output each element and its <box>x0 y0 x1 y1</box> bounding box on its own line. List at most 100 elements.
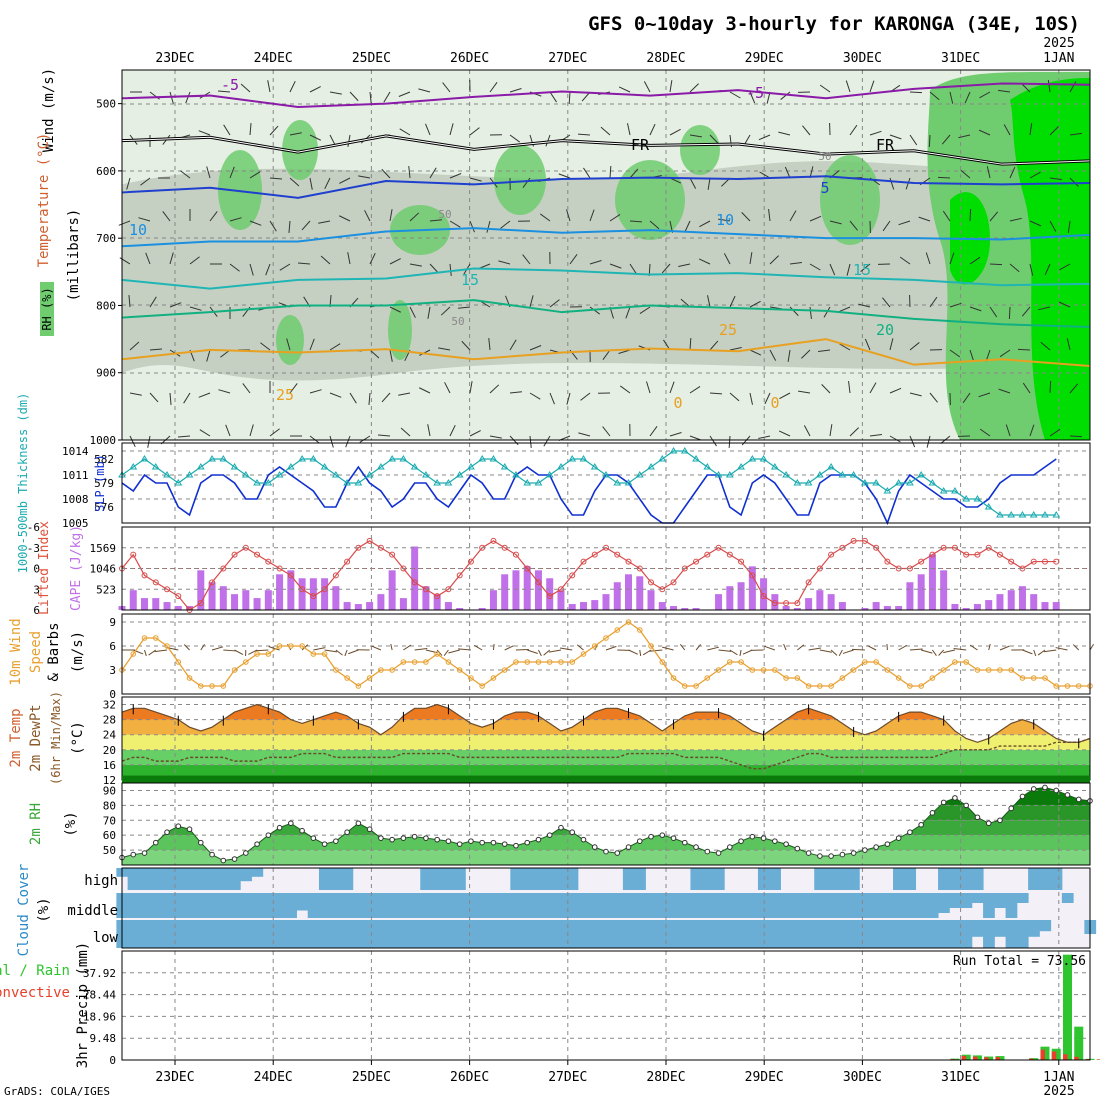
cloud-bar-low <box>1028 920 1040 937</box>
wind-barb <box>444 382 451 394</box>
slp-marker <box>196 463 205 470</box>
slp-marker <box>804 479 813 486</box>
wind-barb <box>689 83 699 93</box>
slp-marker <box>590 463 599 470</box>
ytick-label: 900 <box>96 367 116 380</box>
wind-barb <box>449 424 456 437</box>
temp-band <box>122 749 1090 765</box>
wind-speed-marker <box>1008 667 1015 673</box>
slp-marker <box>613 479 622 486</box>
cloud-bar-middle <box>712 893 725 918</box>
cloud-bar-low <box>611 920 624 948</box>
cloud-bar-high <box>1039 868 1052 890</box>
cloud-bar-high <box>217 868 230 890</box>
wind-barb-10m <box>1037 649 1046 656</box>
rh-marker <box>310 835 317 841</box>
slp-marker <box>579 455 588 462</box>
wind-speed-marker <box>952 659 958 665</box>
wind-barb <box>978 392 991 398</box>
wind-barb-10m <box>797 644 805 651</box>
rh-marker <box>895 835 902 841</box>
wind-speed-marker <box>873 659 879 665</box>
wind-barb <box>689 435 702 441</box>
wind-barb-10m <box>515 648 529 651</box>
wind-barb <box>489 435 502 439</box>
cloud-bar-low <box>577 920 590 948</box>
cape-bar <box>501 574 509 610</box>
wind-barb <box>1029 263 1034 276</box>
wind-barb <box>269 428 280 437</box>
ylabel-wind10m-a: 10m Wind <box>8 618 24 685</box>
cape-bar <box>917 574 925 610</box>
cloud-bar-low <box>802 920 815 948</box>
wind-barb <box>442 82 451 93</box>
series-temperature <box>121 703 1091 743</box>
rh-marker <box>760 835 767 841</box>
contour-label: 10 <box>716 211 734 229</box>
rh-marker <box>434 836 440 843</box>
wind-barb <box>669 381 675 394</box>
wind-speed-marker <box>940 667 947 673</box>
rh-marker <box>186 826 193 833</box>
wind-barb <box>189 306 202 311</box>
ytick-label: 0 <box>109 688 116 701</box>
cloud-bar-low <box>971 920 984 937</box>
slp-marker <box>455 471 464 478</box>
cape-bar <box>613 582 621 610</box>
wind-barb <box>787 349 791 362</box>
rh-marker <box>636 838 643 844</box>
wind-barb-10m <box>662 646 674 651</box>
cape-bar <box>366 602 374 610</box>
wind-barb <box>198 392 211 398</box>
wind-speed-marker <box>929 675 936 681</box>
temp-band <box>122 734 1090 750</box>
wind-barb <box>169 91 174 104</box>
wind-barb <box>149 296 157 308</box>
wind-barb <box>741 212 751 222</box>
panel-frame <box>121 782 1091 866</box>
cape-bar <box>670 606 678 610</box>
wind-speed-marker <box>760 667 767 673</box>
rh-marker <box>321 841 328 847</box>
wind-barb <box>338 215 351 222</box>
slp-marker <box>759 455 768 462</box>
cloud-bar-middle <box>589 893 601 918</box>
cape-bar <box>805 598 813 610</box>
wind-barb-10m <box>695 644 702 651</box>
cloud-bar-low <box>949 920 962 948</box>
wind-speed-marker <box>265 651 272 657</box>
wind-barb <box>469 220 475 233</box>
wind-barb <box>849 124 858 136</box>
wind-barb <box>1059 263 1071 271</box>
cloud-bar-middle <box>780 893 793 918</box>
date-label-bottom: 28DEC <box>646 1070 685 1085</box>
wind-barb <box>802 125 811 136</box>
wind-barb <box>309 338 315 351</box>
slp-marker <box>793 479 802 486</box>
cloud-bar-low <box>240 920 252 948</box>
cape-bar <box>1007 590 1015 610</box>
cape-bar <box>129 590 137 610</box>
wind-barb <box>618 349 631 354</box>
wind-barb <box>409 263 422 267</box>
lifted-index-marker <box>546 593 553 600</box>
cloud-bar-low <box>994 920 1007 937</box>
cape-bar <box>276 574 284 610</box>
cloud-bar-low <box>375 920 388 948</box>
wind-barb-10m <box>200 643 206 651</box>
slp-marker <box>241 471 250 478</box>
slp-marker <box>692 455 700 462</box>
rh-marker <box>197 839 204 846</box>
wind-barb <box>267 80 271 93</box>
lifted-index-marker <box>1030 558 1037 565</box>
wind-speed-marker <box>130 651 137 657</box>
wind-barb <box>118 220 131 226</box>
cloud-bar-low <box>690 920 703 948</box>
cape-bar <box>433 594 441 610</box>
lifted-index-marker <box>625 558 632 565</box>
ytick-label: 9 <box>109 616 116 629</box>
cloud-bar-low <box>701 920 714 948</box>
contour-label: FR <box>631 136 650 154</box>
wind-speed-marker <box>321 651 328 657</box>
temp-mask <box>122 697 1090 743</box>
